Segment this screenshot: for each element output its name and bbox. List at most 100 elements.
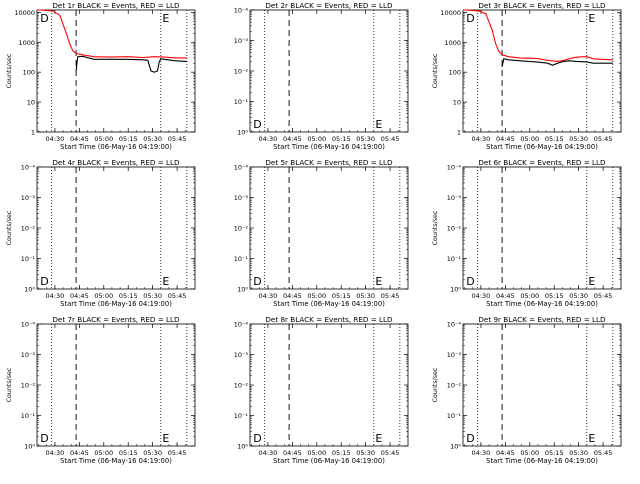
x-tick-label: 05:00 (520, 135, 539, 143)
panel-7: Det 7r BLACK = Events, RED = LLD 10⁰ 10⁻¹ 1… (6, 315, 196, 465)
y-tick-label: 10⁻⁴ (447, 164, 462, 172)
events-series-line (501, 58, 613, 68)
y-tick-label: 10⁻³ (21, 351, 36, 359)
x-tick-label: 05:45 (381, 135, 400, 143)
plot-frame (36, 323, 196, 447)
panel-title: Det 2r BLACK = Events, RED = LLD (265, 1, 393, 10)
x-tick-label: 05:30 (356, 135, 375, 143)
panel-title: Det 5r BLACK = Events, RED = LLD (265, 158, 393, 167)
x-tick-label: 04:30 (472, 135, 491, 143)
plot-frame (462, 166, 622, 290)
y-tick-label: 10⁻² (234, 225, 249, 233)
plot-frame (462, 9, 622, 133)
x-axis-label: Start Time (06-May-16 04:19:00) (486, 457, 598, 465)
x-axis-label: Start Time (06-May-16 04:19:00) (273, 143, 385, 151)
x-tick-label: 05:30 (143, 292, 162, 300)
y-tick-label: 1000 (444, 39, 461, 47)
x-tick-label: 05:45 (594, 292, 613, 300)
x-tick-label: 04:30 (46, 292, 65, 300)
x-axis-label: Start Time (06-May-16 04:19:00) (60, 143, 172, 151)
y-tick-label: 100 (449, 69, 461, 77)
x-tick-label: 05:00 (520, 292, 539, 300)
x-axis-label: Start Time (06-May-16 04:19:00) (273, 300, 385, 308)
marker-letter-d: D (466, 432, 474, 445)
plot-frame (36, 166, 196, 290)
x-tick-label: 05:15 (332, 292, 351, 300)
x-tick-label: 05:15 (332, 449, 351, 457)
y-tick-label: 10⁻² (21, 225, 36, 233)
x-tick-label: 05:45 (381, 449, 400, 457)
y-tick-label: 10⁰ (237, 286, 248, 294)
x-tick-label: 05:45 (381, 292, 400, 300)
x-tick-label: 04:45 (496, 292, 515, 300)
panel-title: Det 7r BLACK = Events, RED = LLD (52, 315, 180, 324)
y-axis-label: Counts/sec (6, 53, 13, 88)
x-tick-label: 05:00 (520, 449, 539, 457)
x-tick-label: 04:45 (70, 292, 89, 300)
y-tick-label: 10⁰ (237, 443, 248, 451)
panel-3: Det 3r BLACK = Events, RED = LLD 1 10 100 10… (432, 1, 622, 151)
y-tick-label: 10⁻¹ (234, 412, 249, 420)
x-tick-label: 05:00 (94, 292, 113, 300)
x-tick-label: 05:15 (119, 449, 138, 457)
y-axis-label: Counts/sec (432, 367, 439, 402)
x-tick-label: 05:15 (119, 292, 138, 300)
y-tick-label: 1000 (18, 39, 35, 47)
panel-1: Det 1r BLACK = Events, RED = LLD 1 10 100 10… (6, 1, 196, 151)
y-tick-label: 10⁻¹ (447, 412, 462, 420)
x-tick-label: 05:00 (94, 135, 113, 143)
y-tick-label: 10⁻² (234, 68, 249, 76)
x-tick-label: 05:15 (545, 135, 564, 143)
x-tick-label: 05:45 (168, 292, 187, 300)
panel-2: Det 2r BLACK = Events, RED = LLD 10⁰ 10⁻¹ 1… (234, 1, 409, 151)
marker-letter-e: E (162, 432, 169, 445)
y-tick-label: 10000 (440, 9, 461, 17)
x-tick-label: 05:00 (307, 135, 326, 143)
marker-letter-d: D (466, 12, 474, 25)
y-tick-label: 100 (23, 69, 35, 77)
marker-letter-e: E (375, 275, 382, 288)
y-tick-label: 10⁰ (450, 286, 461, 294)
x-tick-label: 04:45 (70, 449, 89, 457)
plot-frame (36, 9, 196, 133)
y-tick-label: 10⁻³ (234, 194, 249, 202)
plot-frame (249, 9, 409, 133)
y-tick-label: 10⁻¹ (234, 255, 249, 263)
y-tick-label: 10⁻² (21, 382, 36, 390)
y-axis-label: Counts/sec (432, 53, 439, 88)
x-tick-label: 04:45 (283, 449, 302, 457)
panel-title: Det 6r BLACK = Events, RED = LLD (478, 158, 606, 167)
y-tick-label: 10 (453, 99, 461, 107)
plot-frame (249, 323, 409, 447)
y-tick-label: 10⁻³ (21, 194, 36, 202)
panel-4: Det 4r BLACK = Events, RED = LLD 10⁰ 10⁻¹ 1… (6, 158, 196, 308)
marker-letter-e: E (588, 275, 595, 288)
y-axis-label: Counts/sec (6, 367, 13, 402)
marker-letter-e: E (588, 12, 595, 25)
y-tick-label: 10⁻¹ (21, 255, 36, 263)
marker-letter-e: E (588, 432, 595, 445)
panel-title: Det 4r BLACK = Events, RED = LLD (52, 158, 180, 167)
x-tick-label: 05:30 (569, 449, 588, 457)
marker-letter-d: D (253, 432, 261, 445)
y-tick-label: 10⁻³ (234, 351, 249, 359)
x-tick-label: 04:45 (70, 135, 89, 143)
marker-letter-e: E (162, 12, 169, 25)
panel-title: Det 9r BLACK = Events, RED = LLD (478, 315, 606, 324)
y-tick-label: 10⁰ (24, 286, 35, 294)
x-tick-label: 04:45 (496, 135, 515, 143)
y-tick-label: 10⁻⁴ (234, 7, 249, 15)
y-tick-label: 10⁻³ (234, 37, 249, 45)
x-axis-label: Start Time (06-May-16 04:19:00) (486, 143, 598, 151)
y-axis-label: Counts/sec (6, 210, 13, 245)
y-tick-label: 10⁻⁴ (234, 321, 249, 329)
x-tick-label: 04:30 (259, 135, 278, 143)
panel-title: Det 3r BLACK = Events, RED = LLD (478, 1, 606, 10)
y-tick-label: 10⁻¹ (21, 412, 36, 420)
y-tick-label: 10⁻⁴ (21, 321, 36, 329)
panel-title: Det 8r BLACK = Events, RED = LLD (265, 315, 393, 324)
x-tick-label: 05:45 (594, 449, 613, 457)
marker-letter-e: E (375, 118, 382, 131)
x-tick-label: 05:00 (94, 449, 113, 457)
y-tick-label: 10⁻⁴ (447, 321, 462, 329)
